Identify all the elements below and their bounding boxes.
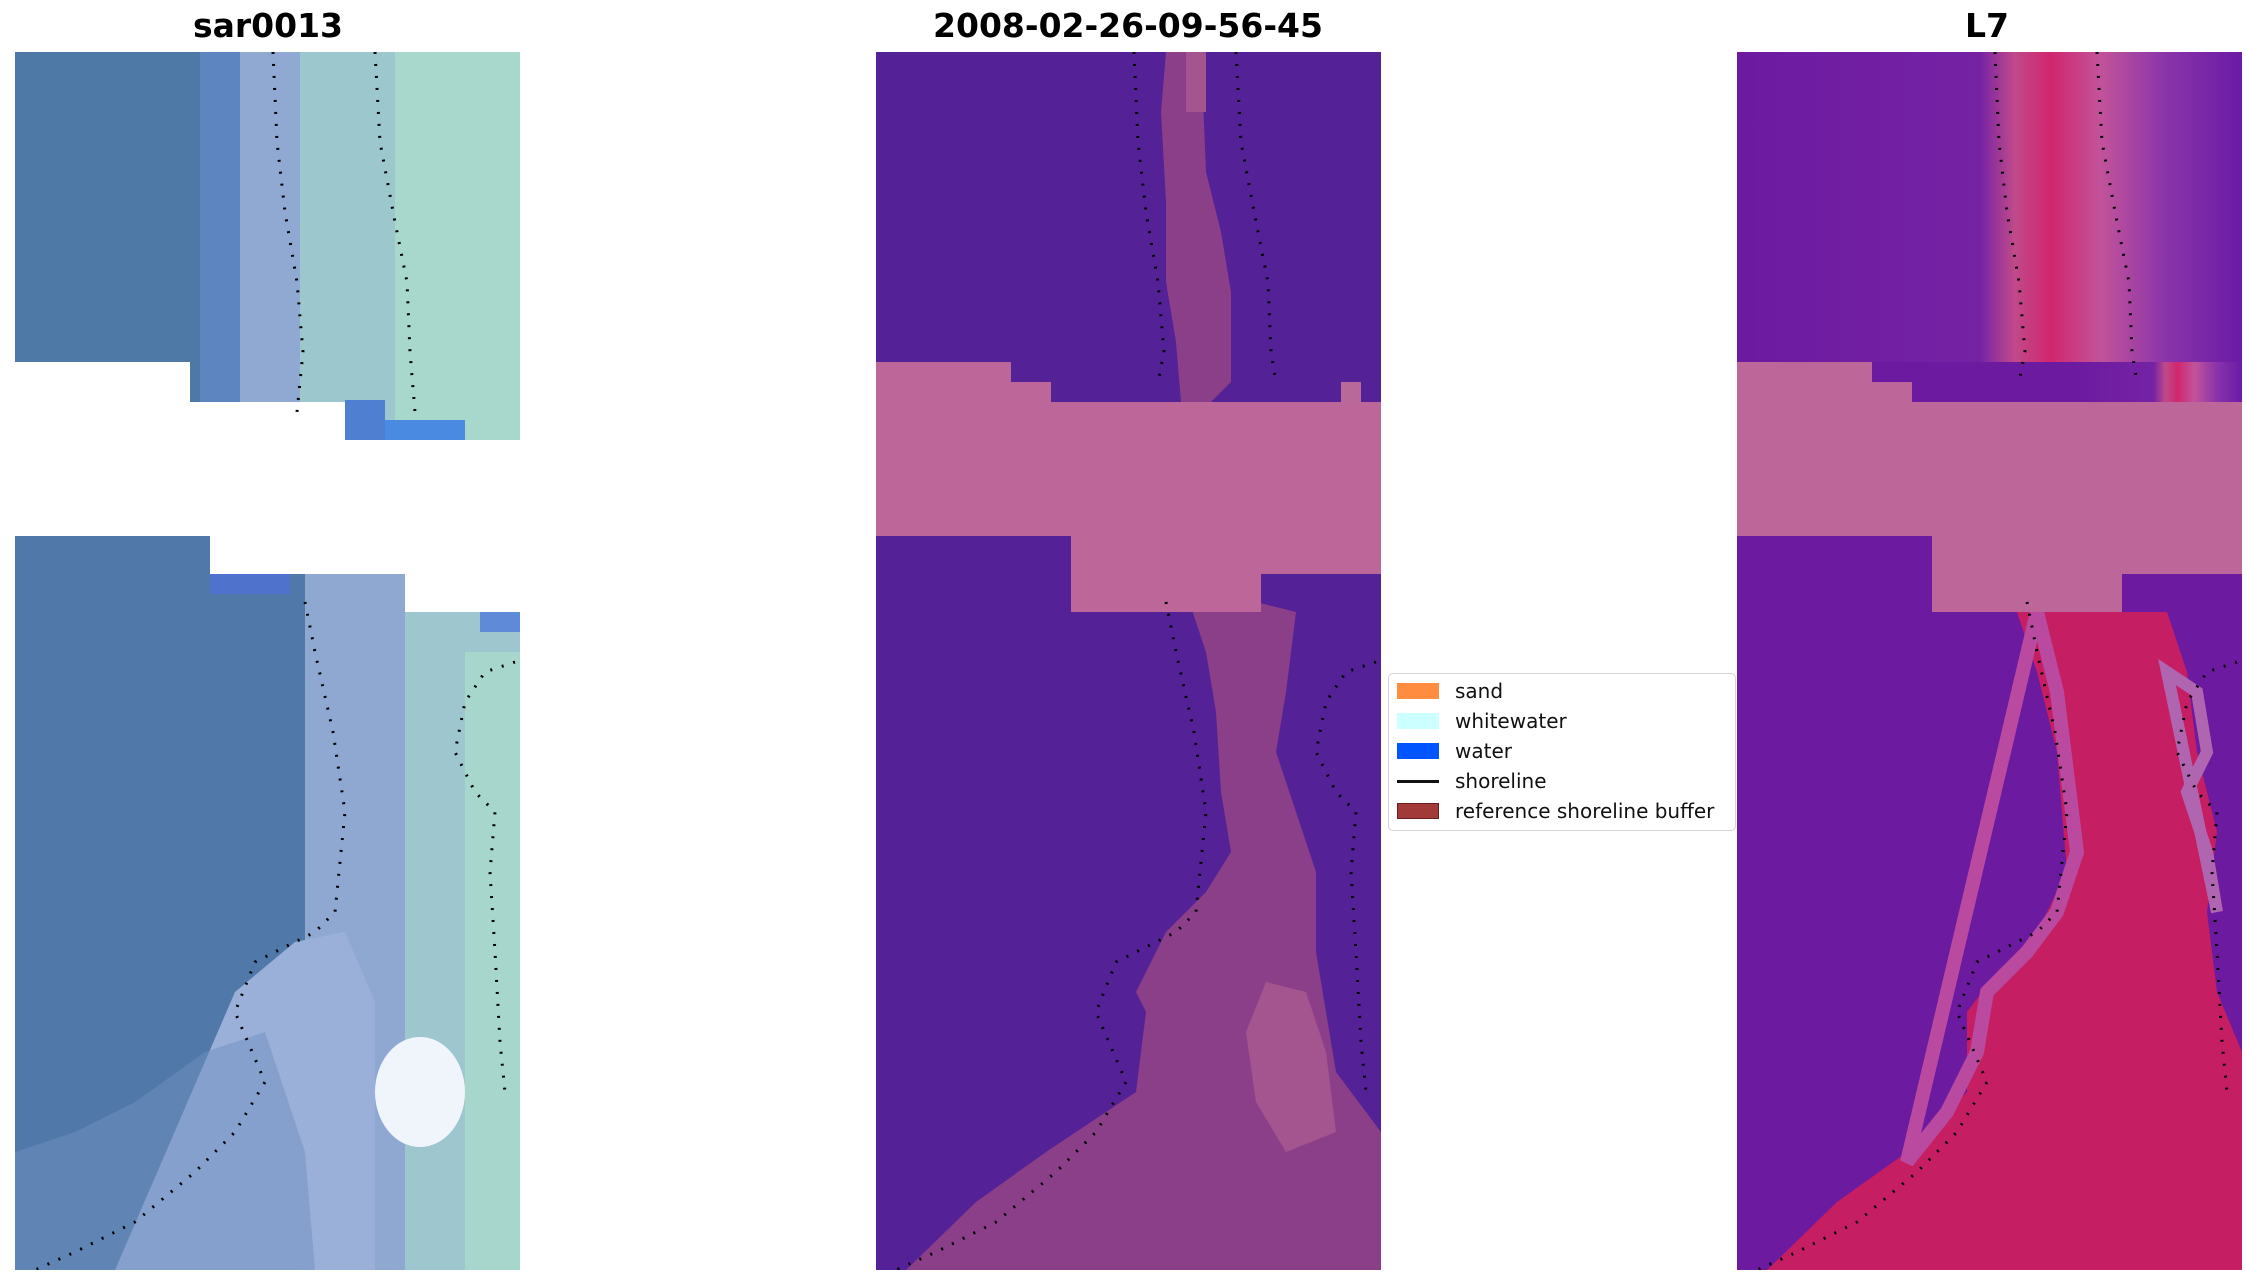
legend-label: whitewater (1455, 709, 1567, 733)
classified-image-panel (876, 52, 1381, 1270)
rgb-bottom-block (15, 536, 520, 1270)
rgb-image (15, 52, 520, 1270)
panel-title-classified: 2008-02-26-09-56-45 (933, 6, 1323, 45)
legend-item-reference-buffer: reference shoreline buffer (1397, 798, 1714, 824)
rgb-shoreline-dots (34, 52, 516, 1270)
legend-item-shoreline: shoreline (1397, 768, 1547, 794)
panel-title-rgb: sar0013 (192, 6, 344, 45)
classified-shoreline-dots (895, 52, 1377, 1270)
sand-swatch (1397, 683, 1439, 699)
index-image-panel (1737, 52, 2242, 1270)
classified-lighter-patches (1186, 52, 1336, 1152)
shoreline-line-sample (1397, 779, 1439, 783)
legend-label: sand (1455, 679, 1504, 703)
legend-item-sand: sand (1397, 678, 1503, 704)
index-image (1737, 52, 2242, 1270)
index-shoreline-dots (1756, 52, 2238, 1270)
classified-image (876, 52, 1381, 1270)
reference-buffer-swatch (1397, 803, 1439, 819)
whitewater-swatch (1397, 713, 1439, 729)
legend-label: reference shoreline buffer (1455, 799, 1715, 823)
panel-title-index: L7 (1965, 6, 2009, 45)
legend-item-water: water (1397, 738, 1512, 764)
legend: sand whitewater water shoreline referenc… (1388, 673, 1736, 831)
legend-label: water (1455, 739, 1512, 763)
rgb-image-panel (15, 52, 520, 1270)
legend-item-whitewater: whitewater (1397, 708, 1567, 734)
water-swatch (1397, 743, 1439, 759)
legend-label: shoreline (1455, 769, 1547, 793)
rgb-top-block (15, 52, 520, 440)
